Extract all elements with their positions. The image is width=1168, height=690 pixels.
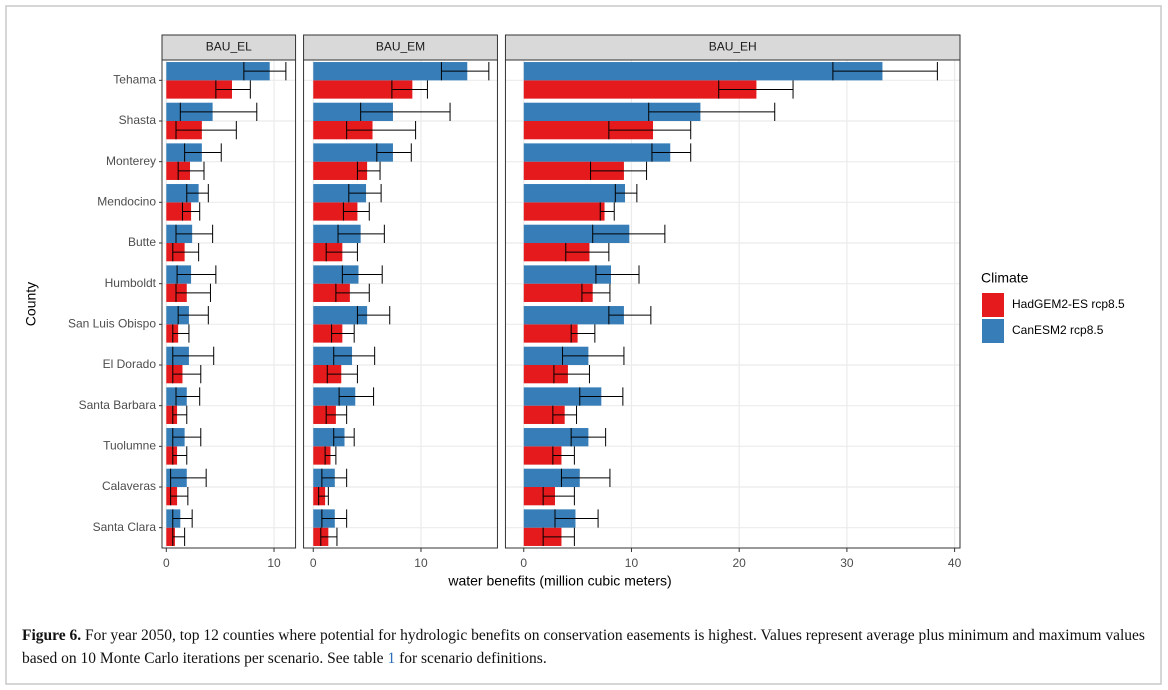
legend-key xyxy=(982,293,1004,317)
x-tick-label: 40 xyxy=(948,556,962,570)
bar xyxy=(523,121,654,140)
x-tick-label: 0 xyxy=(520,556,527,570)
bar xyxy=(523,306,624,325)
bar xyxy=(313,121,373,140)
strip-title: BAU_EH xyxy=(709,40,757,54)
bar xyxy=(313,224,361,243)
bar xyxy=(313,184,367,203)
bar xyxy=(166,405,178,424)
bar xyxy=(313,324,343,343)
panel-background xyxy=(162,60,296,548)
y-axis-label: County xyxy=(23,282,39,326)
bar xyxy=(313,346,353,365)
strip-title: BAU_EM xyxy=(376,40,425,54)
legend-label: CanESM2 rcp8.5 xyxy=(1012,323,1104,337)
x-tick-label: 20 xyxy=(733,556,747,570)
bar xyxy=(523,161,624,180)
bar xyxy=(313,428,345,447)
bar xyxy=(523,446,562,465)
bar xyxy=(313,306,368,325)
bar xyxy=(166,527,175,546)
caption-link[interactable]: 1 xyxy=(387,650,396,667)
x-tick-label: 0 xyxy=(163,556,170,570)
legend-title: Climate xyxy=(981,270,1029,286)
figure-frame xyxy=(5,5,1162,685)
caption-label: Figure 6. xyxy=(22,627,82,644)
bar xyxy=(313,405,336,424)
bar xyxy=(313,283,350,302)
y-tick-label: Monterey xyxy=(106,154,156,168)
bar xyxy=(523,405,565,424)
y-tick-label: Mendocino xyxy=(97,195,156,209)
bar xyxy=(523,387,602,406)
bar xyxy=(523,243,590,262)
y-tick-label: Tuolumne xyxy=(103,439,156,453)
bar xyxy=(523,202,605,221)
bar xyxy=(523,143,671,162)
y-tick-label: Calaveras xyxy=(102,479,156,493)
y-tick-label: Humboldt xyxy=(105,276,157,290)
bar xyxy=(166,143,202,162)
bar xyxy=(523,346,589,365)
y-tick-label: Tehama xyxy=(113,73,156,87)
x-tick-label: 30 xyxy=(840,556,854,570)
legend-label: HadGEM2-ES rcp8.5 xyxy=(1012,297,1125,311)
x-tick-label: 10 xyxy=(625,556,639,570)
bar xyxy=(523,265,612,284)
x-tick-label: 10 xyxy=(267,556,281,570)
strip-title: BAU_EL xyxy=(206,40,252,54)
bar xyxy=(313,446,331,465)
bar xyxy=(313,202,358,221)
y-tick-label: Santa Barbara xyxy=(79,398,157,412)
bar xyxy=(166,202,192,221)
bar xyxy=(166,306,189,325)
y-tick-label: San Luis Obispo xyxy=(68,317,156,331)
strip xyxy=(303,34,498,61)
bar xyxy=(523,365,568,384)
bar xyxy=(313,265,359,284)
x-tick-label: 0 xyxy=(310,556,317,570)
bar xyxy=(523,324,578,343)
caption-text: For year 2050, top 12 counties where pot… xyxy=(22,627,1145,667)
legend-key xyxy=(982,319,1004,343)
bar xyxy=(523,62,883,81)
y-tick-label: El Dorado xyxy=(103,357,157,371)
bar xyxy=(523,527,562,546)
bar xyxy=(313,161,368,180)
bar xyxy=(523,102,701,121)
y-tick-label: Santa Clara xyxy=(93,520,157,534)
bar xyxy=(523,487,555,506)
bar xyxy=(523,184,626,203)
x-tick-label: 10 xyxy=(414,556,428,570)
bar xyxy=(313,143,393,162)
bar xyxy=(523,468,580,487)
bar xyxy=(523,509,576,528)
bar xyxy=(523,80,757,99)
bar xyxy=(313,80,413,99)
bar xyxy=(313,102,393,121)
caption-text-end: for scenario definitions. xyxy=(395,650,547,667)
strip xyxy=(504,34,961,61)
x-axis-label: water benefits (million cubic meters) xyxy=(447,573,671,589)
bar xyxy=(166,324,179,343)
y-tick-label: Butte xyxy=(128,235,156,249)
bar xyxy=(313,62,468,81)
strip xyxy=(161,34,297,61)
bar xyxy=(523,428,589,447)
panel-background xyxy=(505,60,960,548)
bar xyxy=(313,387,356,406)
panel-background xyxy=(303,60,498,548)
bar xyxy=(523,283,593,302)
bar xyxy=(523,224,630,243)
bar xyxy=(166,446,178,465)
caption: Figure 6. For year 2050, top 12 counties… xyxy=(22,624,1148,670)
y-tick-label: Shasta xyxy=(119,113,157,127)
bar xyxy=(166,184,199,203)
